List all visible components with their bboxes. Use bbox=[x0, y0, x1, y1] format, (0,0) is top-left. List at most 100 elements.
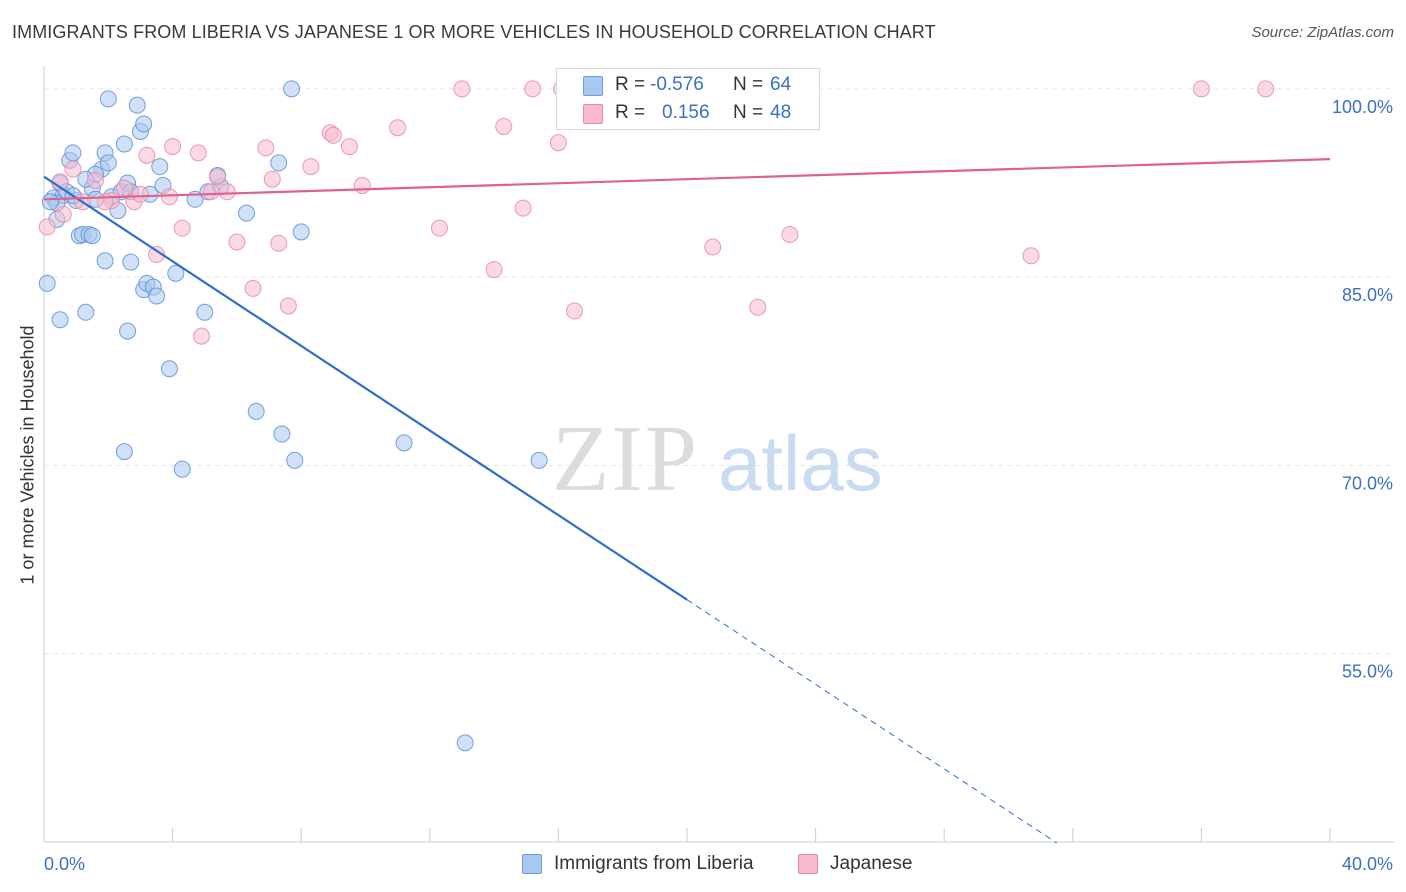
japanese-point bbox=[189, 144, 207, 162]
japanese-point bbox=[1257, 80, 1275, 98]
japanese-point bbox=[202, 183, 220, 201]
japanese-point bbox=[263, 170, 281, 188]
liberia-point bbox=[238, 204, 256, 222]
liberia-point bbox=[270, 154, 288, 172]
japanese-point bbox=[164, 138, 182, 156]
japanese-swatch bbox=[583, 104, 603, 124]
liberia-point bbox=[530, 451, 548, 469]
japanese-point bbox=[514, 199, 532, 217]
liberia-trend-line bbox=[43, 175, 688, 601]
japanese-point bbox=[54, 205, 72, 223]
liberia-point bbox=[151, 158, 169, 176]
tick-labels: 100.0% 85.0% 70.0% 55.0% 0.0% 40.0% bbox=[44, 97, 1393, 874]
n-label: N = bbox=[733, 102, 764, 123]
liberia-point bbox=[196, 303, 214, 321]
japanese-point bbox=[302, 158, 320, 176]
r-value: 0.156 bbox=[662, 102, 710, 123]
watermark: ZIP atlas bbox=[552, 407, 883, 511]
japanese-point bbox=[781, 225, 799, 243]
liberia-point bbox=[456, 734, 474, 752]
legend-label-liberia: Immigrants from Liberia bbox=[554, 853, 754, 874]
japanese-point bbox=[495, 117, 513, 135]
stats-legend: R = -0.576 N = 64 R = 0.156 N = 48 bbox=[556, 68, 820, 130]
liberia-point bbox=[148, 287, 166, 305]
source-label: Source: ZipAtlas.com bbox=[1251, 24, 1394, 41]
japanese-point bbox=[340, 138, 358, 156]
liberia-point bbox=[99, 90, 117, 108]
japanese-point bbox=[218, 183, 236, 201]
japanese-point bbox=[173, 219, 191, 237]
japanese-point bbox=[324, 126, 342, 144]
japanese-point bbox=[138, 146, 156, 164]
trend-lines bbox=[43, 158, 1331, 844]
liberia-point bbox=[286, 451, 304, 469]
liberia-point bbox=[160, 360, 178, 378]
n-value: 48 bbox=[770, 102, 792, 123]
gridlines bbox=[44, 88, 1394, 655]
y-tick-label: 100.0% bbox=[1332, 97, 1393, 117]
liberia-point bbox=[115, 135, 133, 153]
liberia-swatch bbox=[583, 76, 603, 96]
japanese-point bbox=[86, 171, 104, 189]
liberia-point bbox=[283, 80, 301, 98]
liberia-point bbox=[173, 460, 191, 478]
liberia-point bbox=[99, 154, 117, 172]
liberia-point bbox=[122, 253, 140, 271]
japanese-point bbox=[353, 176, 371, 194]
japanese-point bbox=[270, 234, 288, 252]
japanese-swatch bbox=[798, 854, 818, 874]
liberia-point bbox=[96, 252, 114, 270]
liberia-point bbox=[292, 223, 310, 241]
japanese-point bbox=[148, 246, 166, 264]
japanese-point bbox=[704, 238, 722, 256]
japanese-point bbox=[1022, 247, 1040, 265]
liberia-point bbox=[135, 115, 153, 133]
liberia-point bbox=[167, 264, 185, 282]
stats-legend-row-liberia: R = -0.576 N = 64 bbox=[557, 72, 819, 100]
liberia-point bbox=[247, 402, 265, 420]
japanese-point bbox=[64, 160, 82, 178]
japanese-point bbox=[115, 179, 133, 197]
chart-title: IMMIGRANTS FROM LIBERIA VS JAPANESE 1 OR… bbox=[12, 22, 936, 42]
japanese-point bbox=[279, 297, 297, 315]
legend-label-japanese: Japanese bbox=[830, 853, 913, 874]
japanese-point bbox=[257, 139, 275, 157]
japanese-point bbox=[524, 80, 542, 98]
japanese-point bbox=[244, 279, 262, 297]
liberia-point bbox=[38, 274, 56, 292]
liberia-point bbox=[273, 425, 291, 443]
y-tick-label: 70.0% bbox=[1342, 473, 1393, 493]
liberia-point bbox=[51, 311, 69, 329]
liberia-swatch bbox=[522, 854, 542, 874]
japanese-point bbox=[131, 185, 149, 203]
japanese-point bbox=[485, 261, 503, 279]
japanese-trend-line bbox=[43, 158, 1331, 201]
japanese-point bbox=[549, 134, 567, 152]
liberia-point bbox=[77, 303, 95, 321]
japanese-point bbox=[38, 218, 56, 236]
japanese-point bbox=[749, 298, 767, 316]
x-tick-label: 0.0% bbox=[44, 854, 85, 874]
n-value: 64 bbox=[770, 74, 792, 95]
japanese-point bbox=[565, 302, 583, 320]
liberia-trend-extension bbox=[686, 599, 1057, 844]
liberia-point bbox=[64, 144, 82, 162]
liberia-point bbox=[395, 434, 413, 452]
japanese-point bbox=[193, 327, 211, 345]
liberia-point bbox=[119, 322, 137, 340]
x-tick-label: 40.0% bbox=[1342, 854, 1393, 874]
liberia-point bbox=[128, 96, 146, 114]
r-label: R = bbox=[615, 102, 646, 123]
liberia-point bbox=[83, 227, 101, 245]
y-tick-label: 55.0% bbox=[1342, 662, 1393, 682]
japanese-point bbox=[1192, 80, 1210, 98]
japanese-point bbox=[228, 233, 246, 251]
n-label: N = bbox=[733, 74, 764, 95]
japanese-point bbox=[453, 80, 471, 98]
japanese-point bbox=[160, 188, 178, 206]
axes bbox=[43, 66, 1394, 843]
r-label: R = bbox=[615, 74, 646, 95]
liberia-point bbox=[115, 443, 133, 461]
liberia-point bbox=[41, 193, 59, 211]
japanese-point bbox=[389, 119, 407, 137]
